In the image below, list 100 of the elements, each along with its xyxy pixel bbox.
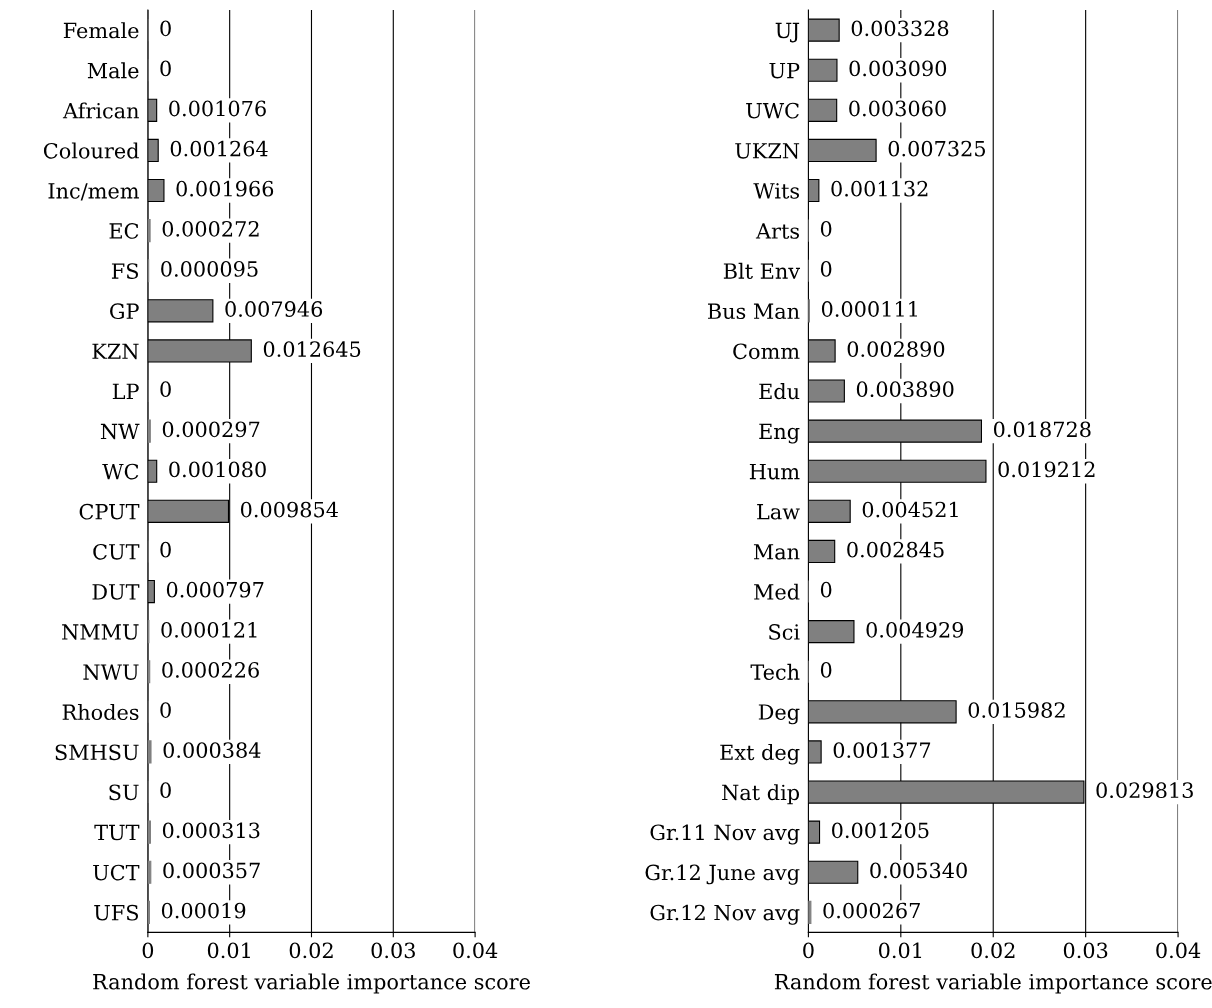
y-tick-label: African — [62, 102, 139, 119]
y-tick-label: SMHSU — [55, 744, 139, 761]
data-label: 0.000111 — [821, 301, 917, 317]
y-tick-label: FS — [111, 263, 139, 279]
y-tick-label: UCT — [93, 864, 140, 881]
y-tick-label: NW — [100, 423, 140, 440]
y-tick-label: LP — [112, 383, 139, 399]
y-tick-label: CUT — [93, 543, 140, 560]
data-label: 0.005340 — [870, 862, 967, 879]
x-tick-label: 0.02 — [971, 942, 1015, 959]
data-label: 0.003890 — [856, 381, 954, 398]
data-label: 0.003060 — [849, 100, 946, 117]
data-label: 0.000297 — [162, 421, 260, 438]
x-tick-label: 0.02 — [289, 942, 333, 959]
data-label: 0.003328 — [851, 20, 949, 37]
y-tick-label: Gr.12 Nov avg — [650, 904, 800, 925]
data-label: 0 — [160, 541, 171, 558]
data-label: 0 — [160, 381, 171, 398]
data-label: 0 — [160, 20, 171, 37]
x-tick-label: 0 — [803, 942, 814, 959]
x-tick-label: 0 — [142, 942, 154, 959]
y-tick-label: WC — [102, 463, 139, 480]
data-label: 0.001205 — [832, 822, 929, 839]
data-label: 0.001377 — [833, 742, 931, 758]
y-tick-label: KZN — [92, 343, 139, 360]
data-label: 0.002890 — [847, 341, 945, 357]
data-label: 0.000357 — [163, 862, 260, 879]
data-label: 0.001076 — [169, 100, 266, 117]
y-tick-label: Nat dip — [722, 784, 800, 805]
data-label: 0.001080 — [169, 461, 266, 478]
data-label: 0 — [820, 261, 832, 277]
y-tick-label: Male — [87, 62, 139, 79]
data-label: 0.003090 — [849, 60, 947, 77]
data-label: 0.007325 — [888, 140, 986, 157]
y-tick-label: GP — [110, 303, 139, 320]
data-label: 0.004521 — [862, 501, 958, 518]
y-tick-label: Inc/mem — [48, 183, 139, 201]
data-label: 0 — [820, 220, 832, 237]
y-tick-label: TUT — [94, 824, 140, 841]
y-tick-label: Tech — [750, 663, 800, 680]
y-tick-label: EC — [109, 223, 139, 239]
y-tick-label: SU — [109, 784, 139, 801]
data-label: 0.000226 — [162, 662, 259, 678]
y-tick-label: Sci — [769, 624, 800, 640]
x-tick-label: 0.03 — [371, 942, 415, 959]
data-label: 0.019212 — [998, 461, 1095, 478]
data-label: 0 — [820, 581, 832, 598]
y-tick-label: Hum — [749, 463, 800, 480]
y-tick-label: Law — [757, 504, 800, 520]
x-tick-label: 0.04 — [1156, 942, 1201, 959]
x-tick-label: 0.03 — [1063, 942, 1108, 959]
y-tick-label: UP — [769, 62, 800, 79]
y-tick-label: Female — [63, 22, 139, 39]
y-tick-label: Bus Man — [708, 303, 800, 320]
y-tick-label: NMMU — [62, 624, 139, 640]
data-label: 0.000121 — [161, 621, 257, 638]
y-tick-label: Med — [754, 583, 800, 600]
data-label: 0.000797 — [166, 581, 264, 598]
x-axis-title: Random forest variable importance score — [774, 973, 1212, 994]
x-tick-label: 0.01 — [207, 942, 250, 959]
data-label: 0.015982 — [968, 702, 1065, 718]
data-label: 0.018728 — [993, 421, 1091, 438]
data-label: 0.001966 — [176, 180, 274, 197]
y-tick-label: Arts — [755, 223, 799, 239]
data-label: 0.007946 — [225, 301, 323, 317]
y-tick-label: DUT — [92, 584, 140, 600]
data-label: 0.001132 — [831, 180, 928, 197]
data-label: 0.009854 — [240, 501, 338, 518]
y-tick-label: NWU — [83, 664, 139, 680]
data-label: 0.000095 — [161, 261, 258, 277]
y-tick-label: Gr.12 June avg — [645, 864, 800, 885]
y-tick-label: Eng — [759, 423, 800, 444]
data-label: 0.004929 — [866, 621, 964, 638]
x-axis-title: Random forest variable importance score — [93, 973, 530, 994]
y-tick-label: Ext deg — [720, 744, 800, 765]
data-label: 0.00019 — [161, 902, 246, 919]
data-label: 0 — [160, 702, 171, 718]
y-tick-label: Edu — [759, 383, 800, 400]
y-tick-label: Blt Env — [723, 262, 801, 279]
y-tick-label: Rhodes — [62, 703, 139, 721]
data-label: 0 — [820, 662, 832, 678]
y-tick-label: CPUT — [79, 503, 140, 520]
y-tick-label: Gr.11 Nov avg — [650, 824, 800, 845]
data-label: 0 — [160, 782, 171, 799]
data-label: 0.000313 — [162, 822, 260, 839]
y-tick-label: Wits — [753, 183, 799, 199]
data-label: 0.000384 — [163, 742, 261, 758]
data-label: 0.001264 — [170, 140, 268, 157]
data-label: 0.000267 — [823, 902, 920, 919]
y-tick-label: Coloured — [43, 142, 139, 159]
data-label: 0.012645 — [263, 341, 361, 357]
data-label: 0 — [160, 60, 171, 77]
x-tick-label: 0.04 — [453, 942, 498, 959]
data-label: 0.029813 — [1096, 782, 1193, 799]
y-tick-label: Man — [753, 544, 800, 560]
y-tick-label: UFS — [94, 904, 139, 921]
data-label: 0.000272 — [162, 220, 259, 237]
data-label: 0.002845 — [847, 541, 944, 558]
y-tick-label: UWC — [746, 102, 799, 119]
y-tick-label: UJ — [775, 22, 800, 43]
